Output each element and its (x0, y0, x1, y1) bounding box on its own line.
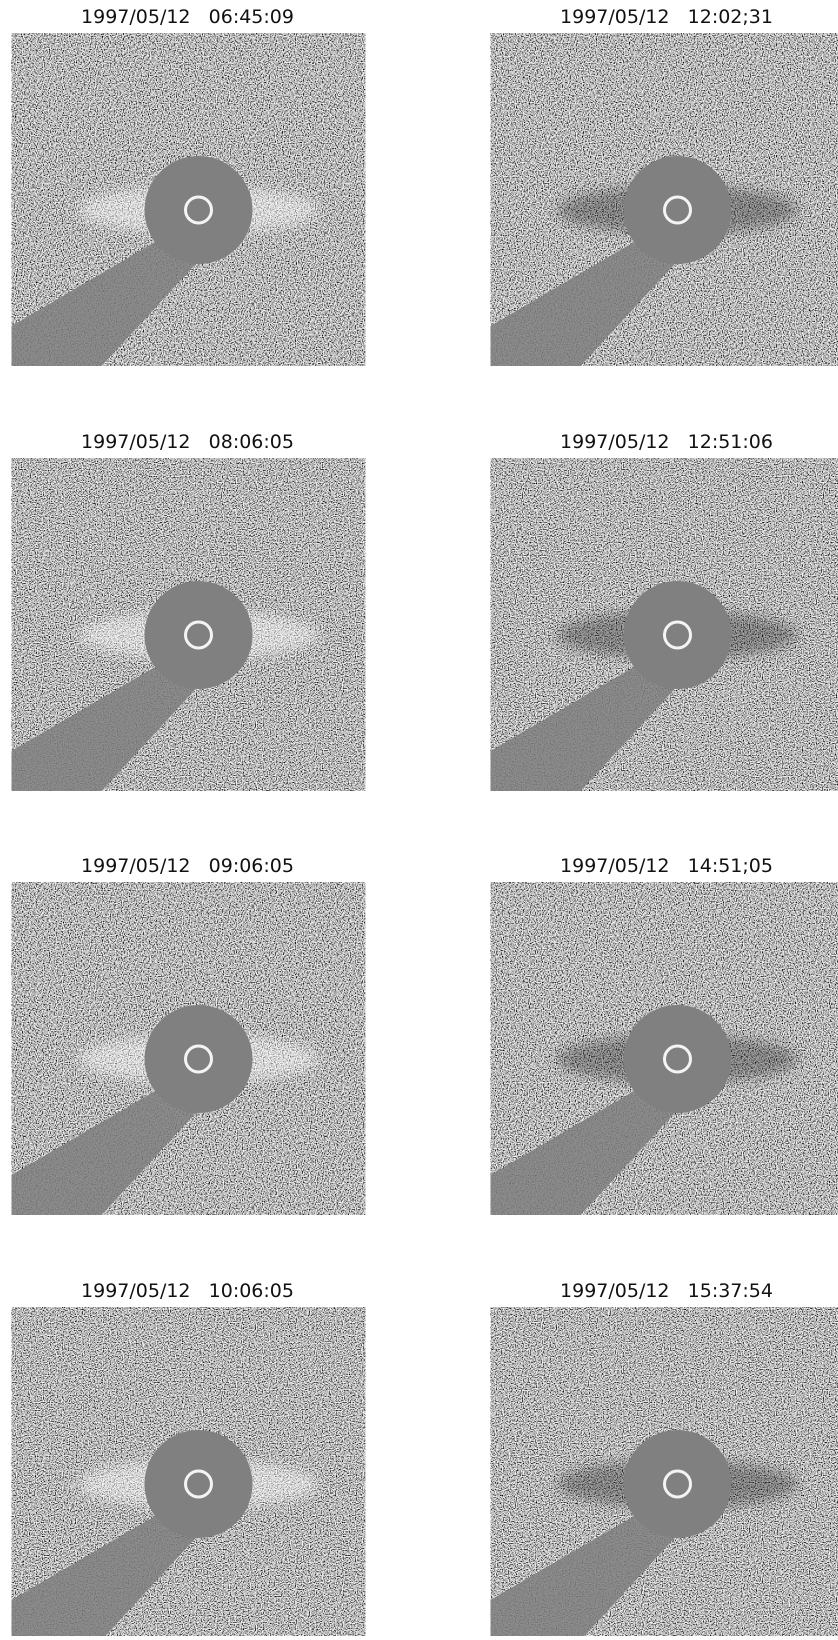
occulter-disk (145, 156, 253, 264)
panel-label: 1997/05/12 14:51;05 (560, 855, 773, 877)
image-panel: 1997/05/12 15:37:54 (491, 1280, 838, 1636)
occulter-disk (145, 1005, 253, 1113)
occulter-disk (624, 156, 732, 264)
panel-label: 1997/05/12 08:06:05 (81, 431, 294, 453)
image-panel: 1997/05/12 12:51:06 (491, 431, 838, 791)
occulter-disk (145, 581, 253, 689)
occulter-disk (145, 1430, 253, 1538)
coronagraph-image (491, 882, 838, 1215)
panel-label: 1997/05/12 10:06:05 (81, 1280, 294, 1302)
panel-label: 1997/05/12 06:45:09 (81, 6, 294, 28)
image-panel: 1997/05/12 06:45:09 (12, 6, 366, 366)
image-panel: 1997/05/12 12:02;31 (491, 6, 838, 366)
image-panel: 1997/05/12 08:06:05 (12, 431, 366, 791)
panel-label: 1997/05/12 12:02;31 (560, 6, 773, 28)
image-panel: 1997/05/12 10:06:05 (12, 1280, 366, 1636)
panel-label: 1997/05/12 09:06:05 (81, 855, 294, 877)
coronagraph-image (491, 458, 838, 791)
coronagraph-image (491, 33, 838, 366)
coronagraph-image (12, 1307, 366, 1636)
coronagraph-image (12, 882, 366, 1215)
occulter-disk (624, 1005, 732, 1113)
occulter-disk (624, 1430, 732, 1538)
image-panel: 1997/05/12 14:51;05 (491, 855, 838, 1215)
coronagraph-image (491, 1307, 838, 1636)
coronagraph-image (12, 458, 366, 791)
panel-label: 1997/05/12 15:37:54 (560, 1280, 773, 1302)
image-panel: 1997/05/12 09:06:05 (12, 855, 366, 1215)
panel-label: 1997/05/12 12:51:06 (560, 431, 773, 453)
occulter-disk (624, 581, 732, 689)
coronagraph-image (12, 33, 366, 366)
